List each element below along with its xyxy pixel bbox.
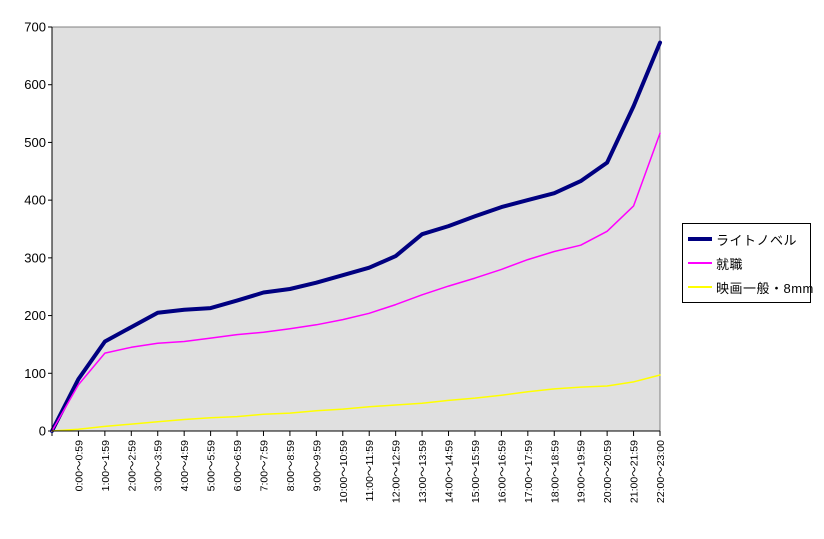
legend-label: 映画一般・8mm <box>716 280 814 296</box>
y-tick-label: 600 <box>24 77 46 92</box>
x-tick-label: 21:00～21:59 <box>629 440 641 503</box>
x-tick-label: 9:00～9:59 <box>311 440 323 492</box>
y-tick-label: 100 <box>24 366 46 381</box>
legend-label: 就職 <box>716 256 744 272</box>
y-tick-label: 700 <box>24 20 46 35</box>
legend-line-swatch <box>688 286 712 288</box>
x-tick-label: 17:00～17:59 <box>523 440 535 503</box>
y-tick-label: 200 <box>24 308 46 323</box>
y-tick-label: 0 <box>39 424 46 439</box>
legend-label: ライトノベル <box>716 232 798 248</box>
x-tick-label: 14:00～14:59 <box>444 440 456 503</box>
x-tick-label: 4:00～4:59 <box>179 440 191 492</box>
x-tick-label: 7:00～7:59 <box>258 440 270 492</box>
x-tick-label: 11:00～11:59 <box>364 440 376 502</box>
x-tick-label: 22:00～23:00 <box>655 440 667 503</box>
x-tick-label: 18:00～18:59 <box>549 440 561 503</box>
legend-item: ライトノベル <box>688 227 810 251</box>
x-tick-label: 8:00～8:59 <box>285 440 297 492</box>
legend-item: 就職 <box>688 251 810 275</box>
y-tick-label: 300 <box>24 250 46 265</box>
x-tick-label: 6:00～6:59 <box>232 440 244 492</box>
legend-item: 映画一般・8mm <box>688 275 813 299</box>
y-tick-label: 400 <box>24 193 46 208</box>
x-tick-label: 1:00～1:59 <box>100 440 112 492</box>
x-tick-label: 16:00～16:59 <box>496 440 508 503</box>
x-tick-label: 5:00～5:59 <box>206 440 218 492</box>
legend-line-swatch <box>688 237 712 241</box>
x-tick-label: 10:00～10:59 <box>338 440 350 503</box>
plot-area <box>51 26 661 432</box>
x-tick-label: 3:00～3:59 <box>153 440 165 492</box>
x-tick-label: 15:00～15:59 <box>470 440 482 503</box>
x-tick-label: 19:00～19:59 <box>576 440 588 503</box>
x-tick-label: 12:00～12:59 <box>391 440 403 503</box>
x-tick-label: 0:00～0:59 <box>73 440 85 492</box>
x-tick-label: 2:00～2:59 <box>126 440 138 492</box>
y-tick-label: 500 <box>24 135 46 150</box>
x-tick-label: 20:00～20:59 <box>602 440 614 503</box>
legend: ライトノベル 就職 映画一般・8mm <box>682 223 813 303</box>
series-line-0 <box>50 40 662 433</box>
legend-line-swatch <box>688 262 712 264</box>
y-axis: 0 100 200 300 400 500 600 700 <box>24 20 52 439</box>
x-tick-label: 13:00～13:59 <box>417 440 429 503</box>
series-line-2 <box>51 374 661 432</box>
series-line-1 <box>51 132 661 432</box>
x-axis: 0:00～0:59 1:00～1:59 2:00～2:59 3:00～3:59 4:00… <box>51 431 667 503</box>
